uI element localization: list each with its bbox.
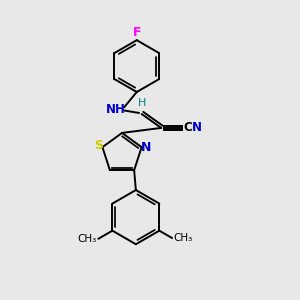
Text: C: C	[184, 122, 192, 134]
Text: CH₃: CH₃	[173, 233, 193, 243]
Text: N: N	[192, 122, 202, 134]
Text: F: F	[133, 26, 141, 39]
Text: CH₃: CH₃	[78, 234, 97, 244]
Text: NH: NH	[106, 103, 126, 116]
Text: N: N	[141, 141, 152, 154]
Text: S: S	[94, 140, 103, 152]
Text: H: H	[138, 98, 146, 108]
